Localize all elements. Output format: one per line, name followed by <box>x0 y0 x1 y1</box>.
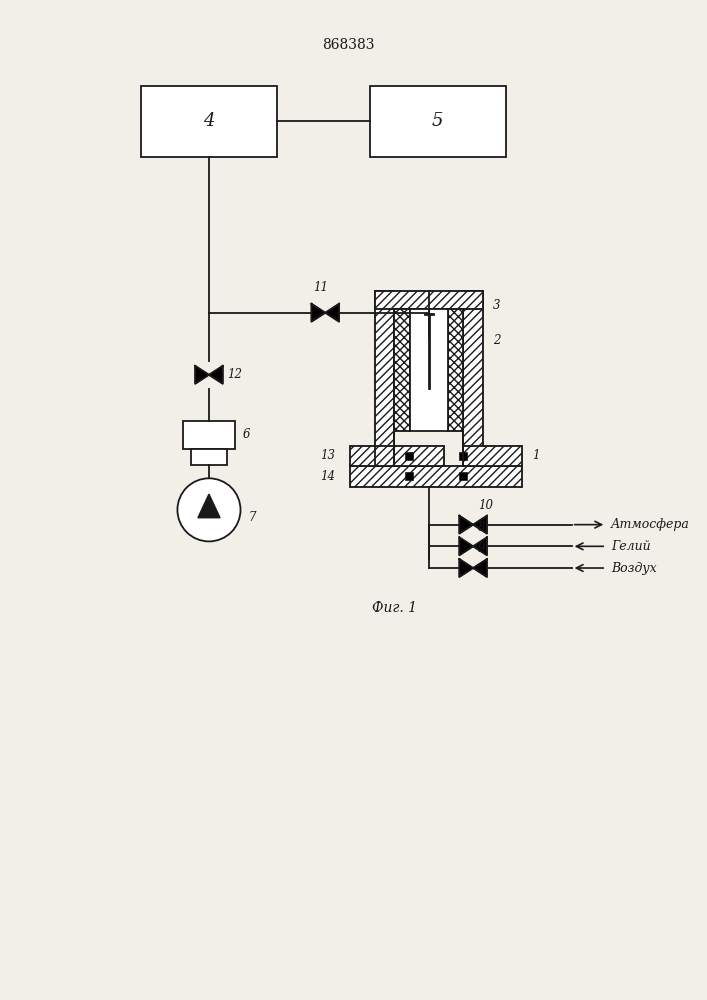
Polygon shape <box>198 494 220 518</box>
Bar <box>375 291 395 466</box>
Text: Воздух: Воздух <box>611 562 657 575</box>
Text: 6: 6 <box>243 428 250 441</box>
Bar <box>375 291 395 466</box>
Text: 13: 13 <box>320 449 335 462</box>
Text: 10: 10 <box>478 499 493 512</box>
Text: 14: 14 <box>320 470 335 483</box>
Circle shape <box>177 478 240 541</box>
Text: 12: 12 <box>227 368 242 381</box>
Bar <box>463 291 483 466</box>
Polygon shape <box>312 304 325 322</box>
Bar <box>375 291 483 309</box>
Bar <box>375 291 483 309</box>
Bar <box>463 446 522 466</box>
Bar <box>350 446 443 466</box>
Text: 1: 1 <box>532 449 539 462</box>
Text: 7: 7 <box>248 511 256 524</box>
Text: 3: 3 <box>493 299 501 312</box>
Bar <box>395 309 410 431</box>
Polygon shape <box>473 516 487 534</box>
Polygon shape <box>473 537 487 555</box>
Polygon shape <box>460 537 473 555</box>
Text: 868383: 868383 <box>322 38 374 52</box>
Bar <box>463 291 483 466</box>
Bar <box>448 309 463 431</box>
Polygon shape <box>473 559 487 577</box>
Text: 2: 2 <box>493 334 501 347</box>
Text: Фиг. 1: Фиг. 1 <box>372 601 416 615</box>
Bar <box>460 452 467 460</box>
Bar <box>370 86 506 157</box>
Text: Гелий: Гелий <box>611 540 650 553</box>
Bar <box>191 449 227 465</box>
Bar <box>350 466 522 487</box>
Polygon shape <box>460 516 473 534</box>
Bar <box>350 466 522 487</box>
Polygon shape <box>460 559 473 577</box>
Bar <box>448 309 463 431</box>
Bar <box>183 421 235 449</box>
Text: Атмосфера: Атмосфера <box>611 518 690 531</box>
Text: 9: 9 <box>478 542 486 555</box>
Text: 5: 5 <box>432 112 443 130</box>
Text: 11: 11 <box>313 281 328 294</box>
Text: 8: 8 <box>478 521 486 534</box>
Text: 4: 4 <box>203 112 215 130</box>
Bar <box>405 452 413 460</box>
Bar <box>405 472 413 480</box>
Bar <box>141 86 277 157</box>
Polygon shape <box>209 366 223 384</box>
Polygon shape <box>195 366 209 384</box>
Bar <box>460 472 467 480</box>
Bar <box>350 446 443 466</box>
Polygon shape <box>325 304 339 322</box>
Bar <box>463 446 522 466</box>
Bar <box>395 309 410 431</box>
Bar <box>410 309 448 431</box>
